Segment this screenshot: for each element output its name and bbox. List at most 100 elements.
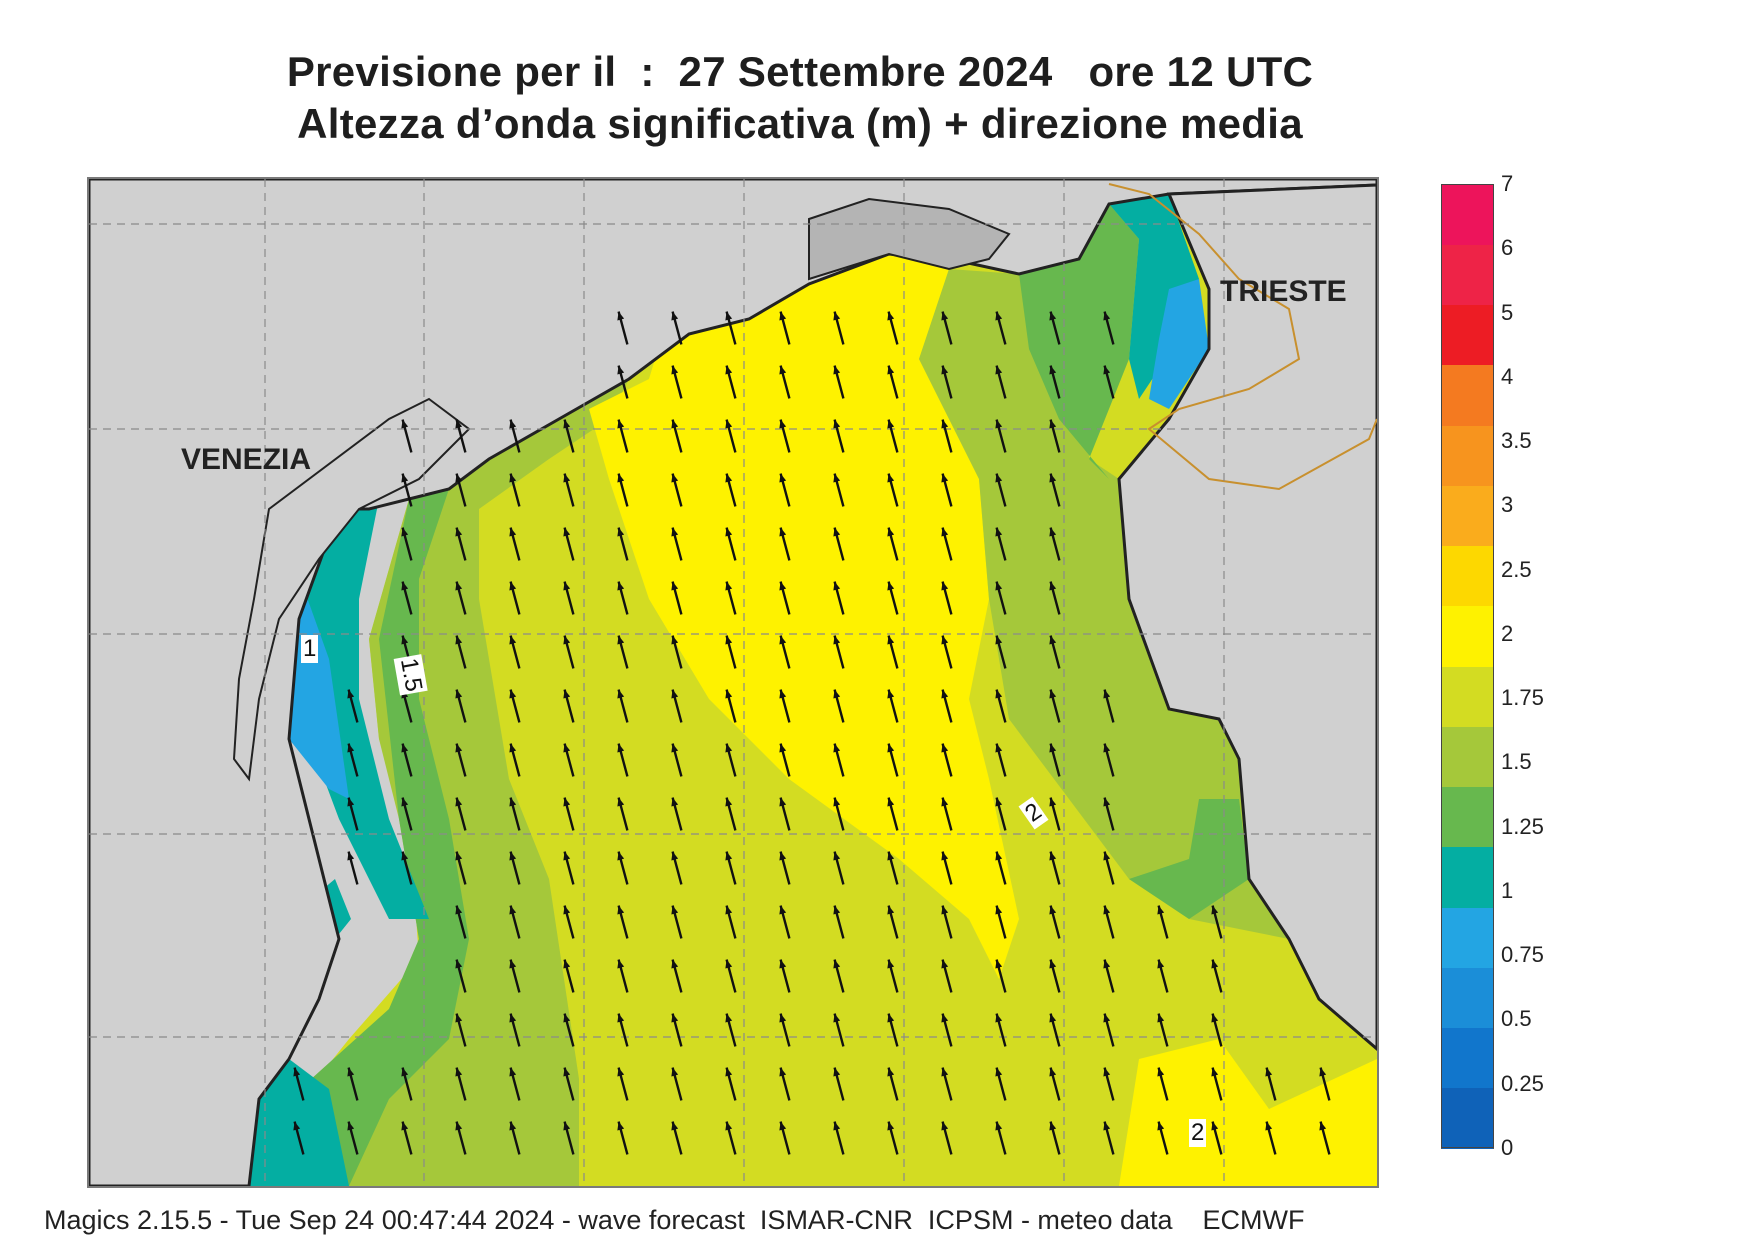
- wave-arrow-head: [617, 905, 625, 915]
- wave-arrow-head: [617, 581, 625, 591]
- wave-arrow-head: [563, 527, 571, 537]
- footer-credits: Magics 2.15.5 - Tue Sep 24 00:47:44 2024…: [44, 1205, 1305, 1235]
- wave-arrow-head: [509, 1013, 517, 1023]
- wave-arrow-head: [725, 365, 733, 375]
- wave-arrow-head: [671, 365, 679, 375]
- wave-arrow-head: [779, 689, 787, 699]
- wave-arrow-head: [671, 311, 679, 321]
- wave-arrow-head: [1265, 1067, 1273, 1077]
- wave-arrow-head: [995, 959, 1003, 969]
- wave-arrow-head: [617, 1121, 625, 1131]
- wave-arrow-head: [617, 635, 625, 645]
- contour-1-trieste: [1109, 194, 1199, 399]
- wave-arrow-head: [617, 473, 625, 483]
- wave-arrow-head: [1049, 635, 1057, 645]
- wave-arrow-head: [995, 1067, 1003, 1077]
- wave-arrow-head: [1049, 581, 1057, 591]
- wave-arrow-head: [1211, 1067, 1219, 1077]
- wave-arrow-head: [995, 473, 1003, 483]
- wave-arrow-head: [725, 311, 733, 321]
- legend-label: 5: [1501, 299, 1514, 325]
- contour-2-southeast: [1119, 1039, 1377, 1186]
- wave-arrow-head: [779, 419, 787, 429]
- wave-arrow-head: [509, 1121, 517, 1131]
- wave-arrow-head: [617, 959, 625, 969]
- land-east: [1117, 183, 1377, 1051]
- wave-arrow-head: [671, 1121, 679, 1131]
- contour-1.25-east: [1019, 204, 1139, 479]
- wave-arrow-head: [617, 743, 625, 753]
- wave-arrow-head: [941, 743, 949, 753]
- wave-arrow-head: [725, 689, 733, 699]
- wave-arrow-head: [671, 527, 679, 537]
- color-scale-legend: [1441, 184, 1494, 1149]
- wave-arrow-head: [509, 959, 517, 969]
- legend-swatch: [1441, 907, 1494, 968]
- wave-arrow-head: [725, 743, 733, 753]
- wave-arrow-head: [1103, 689, 1111, 699]
- wave-arrow-head: [941, 959, 949, 969]
- wave-arrow-head: [887, 527, 895, 537]
- wave-arrow-head: [455, 473, 463, 483]
- wave-arrow-head: [1049, 689, 1057, 699]
- wave-arrow-head: [941, 905, 949, 915]
- wave-arrow-head: [1049, 365, 1057, 375]
- wave-arrow-head: [995, 527, 1003, 537]
- wave-arrow-head: [941, 527, 949, 537]
- contour-1.25-istria: [1129, 799, 1249, 919]
- wave-arrow-head: [455, 1013, 463, 1023]
- wave-arrow-head: [725, 635, 733, 645]
- wave-arrow-head: [995, 635, 1003, 645]
- wave-arrow-head: [563, 743, 571, 753]
- wave-arrow-head: [1103, 1067, 1111, 1077]
- wave-arrow-head: [887, 635, 895, 645]
- wave-arrow-head: [887, 1121, 895, 1131]
- wave-arrow-head: [833, 365, 841, 375]
- wave-arrow-head: [563, 1013, 571, 1023]
- legend-label: 1.75: [1501, 685, 1544, 711]
- wave-arrow-head: [779, 1013, 787, 1023]
- wave-arrow-head: [995, 743, 1003, 753]
- wave-arrow-head: [563, 689, 571, 699]
- wave-arrow-head: [563, 1067, 571, 1077]
- city-label-venezia: VENEZIA: [181, 443, 312, 476]
- wave-arrow-head: [455, 419, 463, 429]
- wave-arrow-head: [1103, 1121, 1111, 1131]
- wave-arrow-head: [833, 797, 841, 807]
- wave-arrow-head: [455, 1121, 463, 1131]
- wave-arrow-head: [563, 473, 571, 483]
- wave-arrow-head: [617, 311, 625, 321]
- forecast-date-title: Previsione per il : 27 Settembre 2024 or…: [286, 48, 1314, 95]
- wave-arrow-head: [1103, 365, 1111, 375]
- wave-arrow-head: [563, 851, 571, 861]
- wave-arrow-head: [1103, 1013, 1111, 1023]
- legend-swatch: [1441, 846, 1494, 908]
- wave-arrow-head: [1319, 1067, 1327, 1077]
- wave-arrow-head: [779, 635, 787, 645]
- wave-arrow-head: [401, 635, 409, 645]
- wave-arrow-head: [725, 1013, 733, 1023]
- wave-arrow-head: [725, 473, 733, 483]
- legend-label: 0.75: [1501, 942, 1544, 968]
- legend-label: 1.5: [1501, 749, 1532, 775]
- wave-arrow-head: [941, 311, 949, 321]
- wave-arrow-head: [995, 419, 1003, 429]
- contour-1.5-east: [919, 259, 1289, 939]
- wave-arrow-head: [995, 581, 1003, 591]
- wave-arrow-head: [725, 581, 733, 591]
- wave-arrow-head: [401, 527, 409, 537]
- wave-arrow-head: [941, 1121, 949, 1131]
- wave-arrow-head: [563, 959, 571, 969]
- legend-label: 7: [1501, 171, 1514, 196]
- wave-arrow-head: [887, 581, 895, 591]
- wave-arrow-head: [995, 1013, 1003, 1023]
- wave-arrow-head: [671, 689, 679, 699]
- wave-arrow-head: [833, 905, 841, 915]
- grado-lagoon: [808, 197, 1011, 281]
- wave-arrow-head: [671, 419, 679, 429]
- wave-arrow-head: [1157, 1013, 1165, 1023]
- wave-arrow-head: [455, 797, 463, 807]
- contour-1-southwest: [249, 1059, 349, 1186]
- legend-label: 0.5: [1501, 1006, 1532, 1032]
